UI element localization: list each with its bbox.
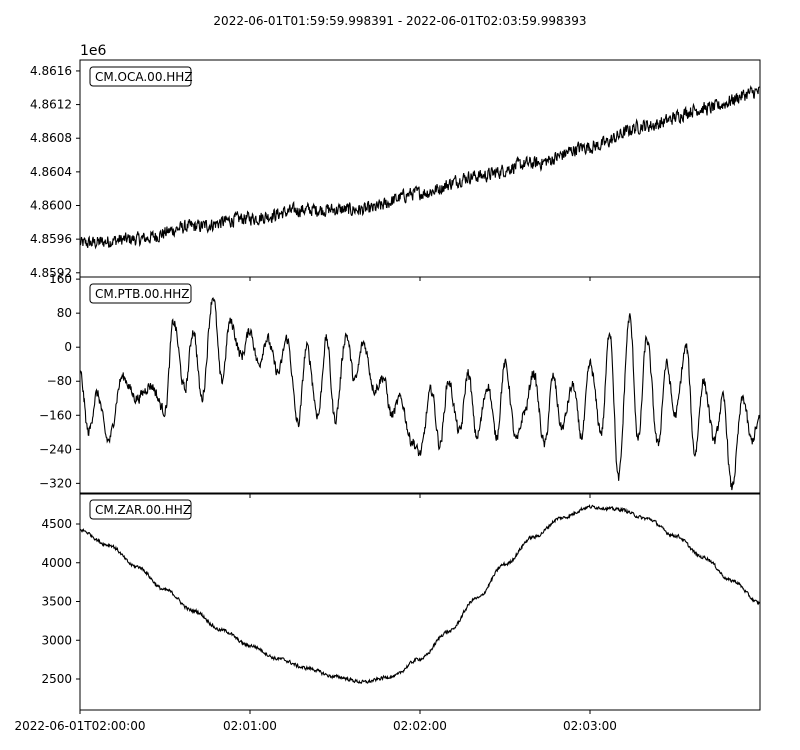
panel-2: 160 80 0 −80 −160 −240 −320 CM.PTB.00.HHZ (39, 272, 761, 498)
y-tick-label: 4.8616 (30, 64, 72, 78)
x-tick-label: 02:01:00 (223, 719, 277, 733)
y-tick-label: 3500 (41, 595, 72, 609)
x-tick-label: 2022-06-01T02:00:00 (15, 719, 146, 733)
y-tick-label: 4.8592 (30, 266, 72, 280)
station-label-text: CM.PTB.00.HHZ (95, 287, 190, 301)
panel-3: 4500 4000 3500 3000 2500 CM.ZAR.00.HHZ (41, 492, 761, 714)
x-axis: 2022-06-01T02:00:00 02:01:00 02:02:00 02:03… (15, 719, 617, 733)
y-offset-text: 1e6 (80, 43, 107, 59)
station-label-box (89, 66, 192, 87)
x-tick-label: 02:03:00 (563, 719, 617, 733)
waveform-trace-2 (80, 297, 760, 491)
y-tick-label: −320 (39, 476, 72, 490)
y-tick-label: −80 (47, 374, 72, 388)
panels-group: 4.8592 4.8596 4.8600 4.8604 4.8608 4.8612 4.86… (15, 43, 761, 733)
y-tick-label: 4500 (41, 517, 72, 531)
waveform-trace-3 (80, 503, 760, 685)
station-label-box (89, 283, 192, 304)
station-label-3: CM.ZAR.00.HHZ (89, 499, 192, 520)
y-tick-label: 4.8596 (30, 232, 72, 246)
figure-title: 2022-06-01T01:59:59.998391 - 2022-06-01T… (213, 14, 586, 28)
y-tick-label: 4.8612 (30, 98, 72, 112)
y-tick-label: 4.8600 (30, 199, 72, 213)
y-tick-label: −240 (39, 442, 72, 456)
waveform-trace-1 (80, 84, 760, 250)
y-tick-label: 4.8604 (30, 165, 72, 179)
station-label-text: CM.ZAR.00.HHZ (95, 503, 191, 517)
y-tick-label: 0 (64, 340, 72, 354)
station-label-1: CM.OCA.00.HHZ (89, 66, 193, 87)
x-tick-label: 02:02:00 (393, 719, 447, 733)
y-tick-label: 4000 (41, 556, 72, 570)
y-tick-label: 4.8608 (30, 131, 72, 145)
station-label-box (89, 499, 192, 520)
y-tick-label: −160 (39, 408, 72, 422)
y-tick-label: 3000 (41, 633, 72, 647)
station-label-text: CM.OCA.00.HHZ (95, 70, 193, 84)
y-tick-label: 80 (57, 306, 72, 320)
y-tick-label: 160 (49, 272, 72, 286)
y-tick-label: 2500 (41, 672, 72, 686)
station-label-2: CM.PTB.00.HHZ (89, 283, 192, 304)
